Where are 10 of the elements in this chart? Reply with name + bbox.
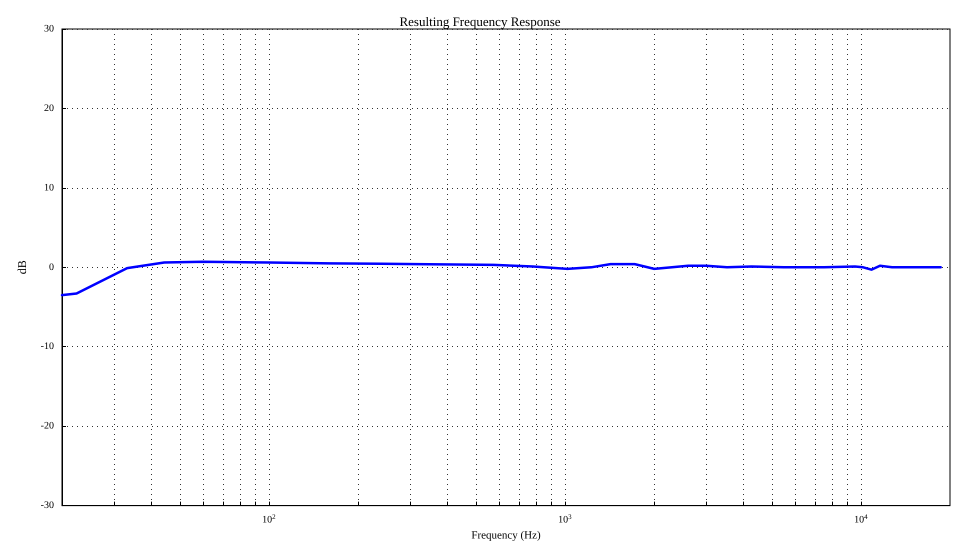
y-tick-label: 20 — [44, 102, 54, 114]
y-tick-label: 30 — [44, 24, 54, 34]
chart-title: Resulting Frequency Response — [399, 14, 561, 29]
y-tick-label: -10 — [40, 341, 54, 352]
x-axis-title: Frequency (Hz) — [471, 530, 541, 542]
y-axis-title: dB — [15, 260, 29, 274]
y-tick-label: 0 — [49, 262, 54, 273]
y-tick-label: 10 — [44, 182, 54, 194]
y-tick-label: -30 — [40, 500, 54, 512]
y-tick-label: -20 — [40, 420, 54, 432]
